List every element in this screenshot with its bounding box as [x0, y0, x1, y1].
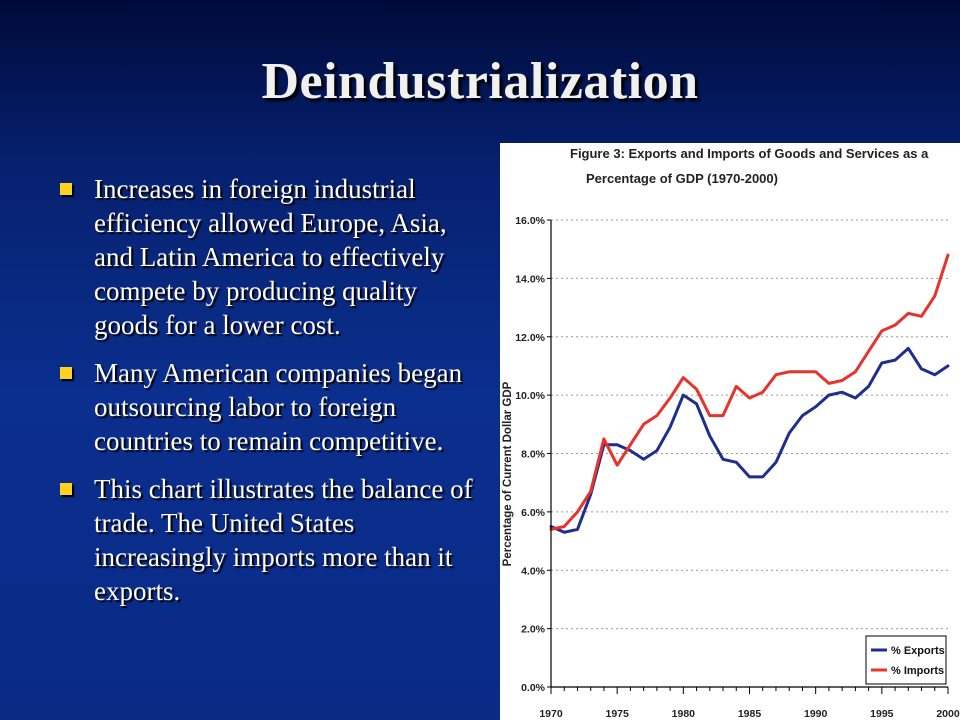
bullet-item: Many American companies began outsourcin… [58, 356, 478, 458]
y-tick-label: 0.0% [521, 682, 546, 694]
y-tick-label: 6.0% [521, 507, 546, 519]
series-line-imports [549, 253, 950, 531]
bullet-list: Increases in foreign industrial efficien… [58, 172, 478, 622]
y-tick-label: 4.0% [521, 565, 546, 577]
y-tick-label: 16.0% [515, 215, 545, 227]
chart-title-line-2: Percentage of GDP (1970-2000) [586, 171, 778, 186]
slide-title: Deindustrialization [261, 53, 699, 110]
x-tick-label: 1985 [738, 708, 762, 720]
y-tick-label: 2.0% [521, 624, 546, 636]
y-tick-label: 10.0% [515, 390, 545, 402]
legend-box [865, 635, 947, 685]
x-tick-label: 1990 [804, 708, 828, 720]
x-tick-label: 1995 [870, 708, 894, 720]
bullet-text: This chart illustrates the balance of tr… [94, 474, 473, 606]
x-tick-label: 1980 [672, 708, 696, 720]
bullet-item: This chart illustrates the balance of tr… [58, 472, 478, 608]
bullet-item: Increases in foreign industrial efficien… [58, 172, 478, 342]
series-line-exports [549, 346, 950, 534]
y-tick-label: 8.0% [521, 449, 546, 461]
bullet-text: Many American companies began outsourcin… [94, 358, 463, 456]
x-tick-label: 2000 [936, 708, 960, 720]
trade-chart: Figure 3: Exports and Imports of Goods a… [502, 146, 960, 720]
legend-entry: % Imports [891, 665, 944, 677]
x-tick-label: 1970 [539, 708, 563, 720]
y-axis-label: Percentage of Current Dollar GDP [502, 381, 514, 566]
chart-title-line-1: Figure 3: Exports and Imports of Goods a… [570, 146, 929, 161]
bullet-text: Increases in foreign industrial efficien… [94, 174, 447, 340]
y-tick-label: 14.0% [515, 273, 545, 285]
square-bullet-icon [60, 183, 72, 195]
legend-entry: % Exports [891, 645, 945, 657]
square-bullet-icon [60, 367, 72, 379]
y-tick-label: 12.0% [515, 332, 545, 344]
x-tick-label: 1975 [605, 708, 629, 720]
square-bullet-icon [60, 483, 72, 495]
chart-panel: Figure 3: Exports and Imports of Goods a… [500, 143, 960, 720]
